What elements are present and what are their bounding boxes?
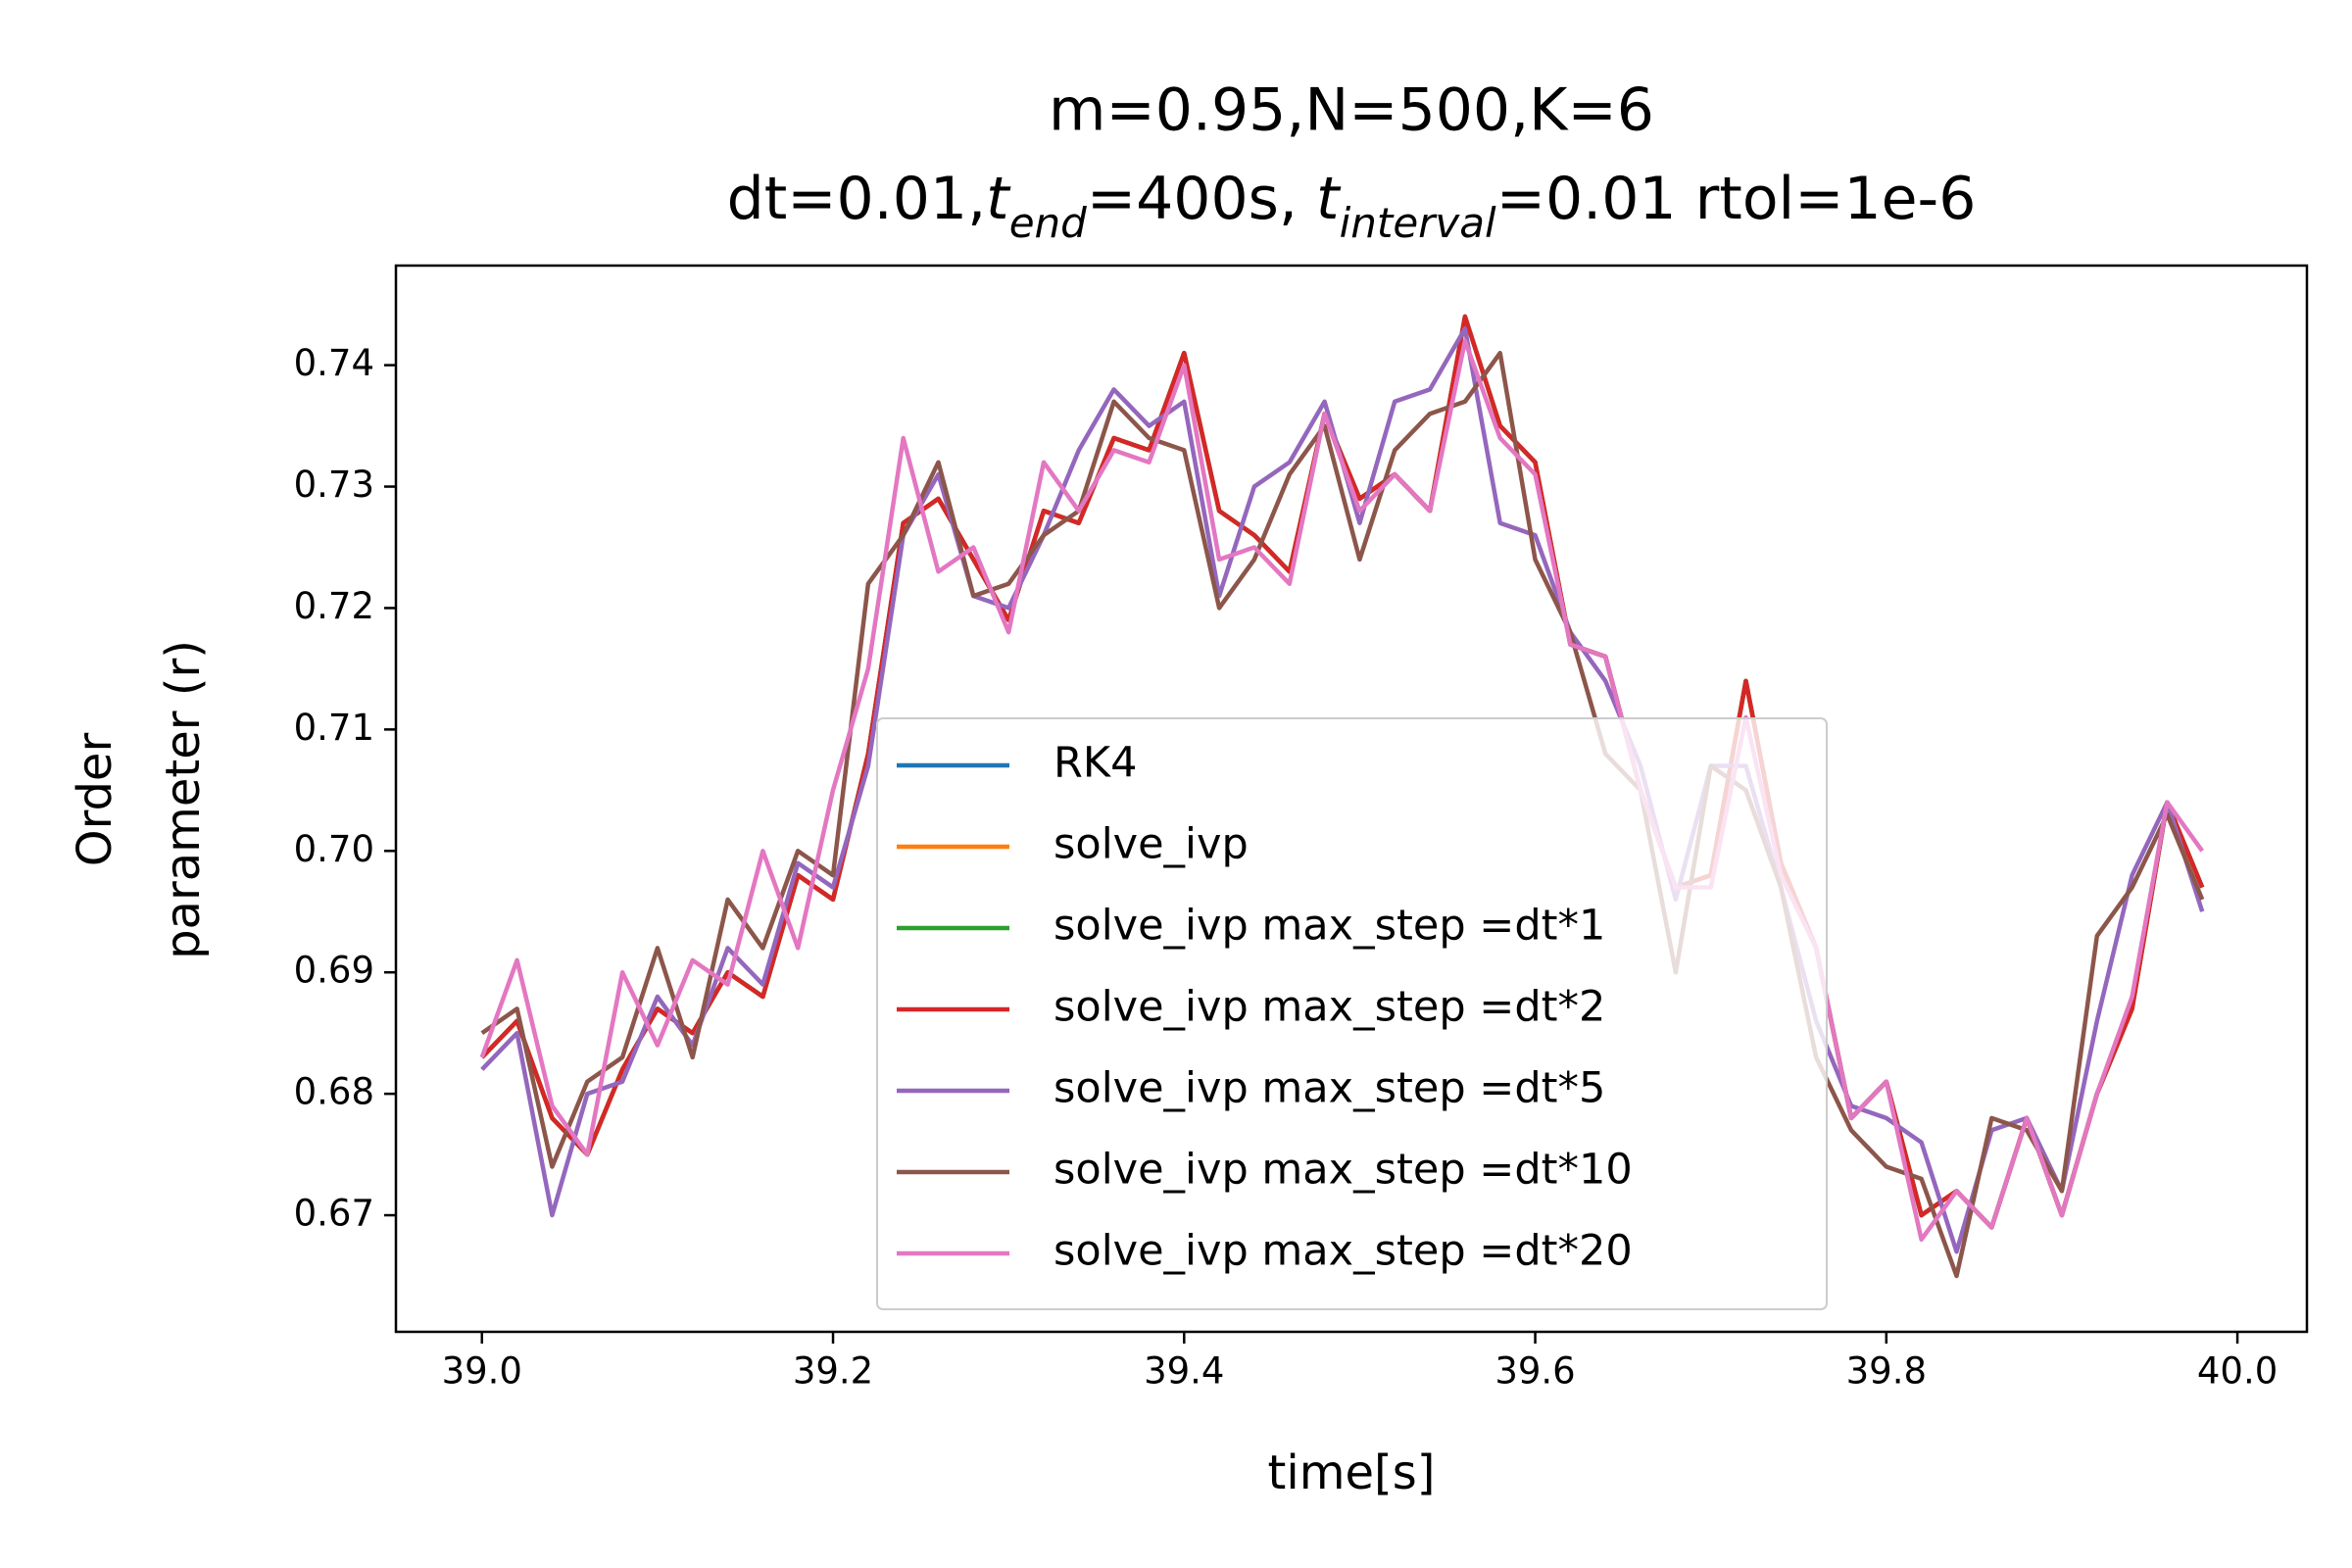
legend-label: solve_ivp max_step =dt*1	[1054, 902, 1605, 951]
legend-label: RK4	[1054, 739, 1137, 788]
legend-label: solve_ivp	[1054, 820, 1249, 869]
y-tick-label: 0.67	[294, 1193, 374, 1235]
y-tick-label: 0.74	[294, 342, 374, 384]
chart-title: m=0.95,N=500,K=6	[1049, 76, 1654, 145]
y-tick-label: 0.69	[294, 950, 374, 992]
legend-label: solve_ivp max_step =dt*20	[1054, 1227, 1633, 1276]
y-tick-label: 0.70	[294, 828, 374, 870]
legend-box	[876, 717, 1828, 1310]
x-tick-label: 39.0	[442, 1350, 522, 1393]
x-tick-label: 39.6	[1494, 1350, 1575, 1393]
legend-label: solve_ivp max_step =dt*10	[1054, 1146, 1633, 1195]
subtitle-part: dt=0.01,	[727, 165, 987, 233]
y-tick-label: 0.71	[294, 707, 374, 749]
x-tick-label: 40.0	[2197, 1350, 2278, 1393]
legend: RK4 solve_ivp solve_ivp max_step =dt*1 solv…	[876, 717, 1828, 1310]
series-line	[480, 350, 2205, 1279]
legend-label: solve_ivp max_step =dt*2	[1054, 983, 1605, 1032]
chart-subtitle: dt=0.01,tend=400s, tinterval=0.01 rtol=1…	[727, 165, 1977, 247]
x-tick-label: 39.8	[1846, 1350, 1927, 1393]
x-tick-label: 39.4	[1144, 1350, 1224, 1393]
x-tick-label: 39.2	[793, 1350, 873, 1393]
y-tick-label: 0.68	[294, 1071, 374, 1113]
subtitle-part: =400s,	[1087, 165, 1316, 233]
series-line	[479, 338, 2205, 1243]
y-axis-label: Order	[68, 733, 122, 867]
axes-frame	[394, 264, 2309, 1334]
y-axis-label: parameter (r)	[156, 640, 211, 959]
subtitle-part: interval	[1340, 199, 1496, 247]
x-axis-label: time[s]	[1268, 1446, 1436, 1500]
y-tick-label: 0.72	[294, 585, 374, 627]
legend-label: solve_ivp max_step =dt*5	[1054, 1064, 1605, 1113]
subtitle-part: t	[986, 165, 1011, 233]
subtitle-part: end	[1009, 199, 1087, 247]
plot-area	[479, 314, 2205, 1279]
subtitle-part: =0.01 rtol=1e-6	[1496, 165, 1977, 233]
y-tick-label: 0.73	[294, 464, 374, 506]
subtitle-part: t	[1316, 165, 1342, 233]
